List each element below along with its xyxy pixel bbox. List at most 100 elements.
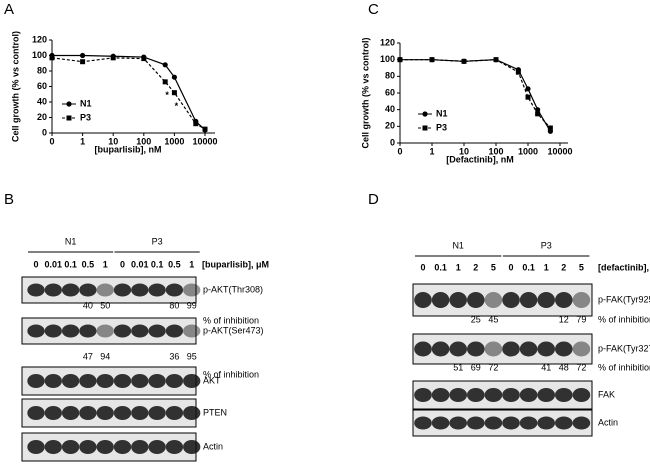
x-tick-label: 0 — [397, 146, 402, 156]
legend-label: P3 — [80, 112, 91, 122]
blot-band — [27, 406, 45, 420]
y-tick-label: 0 — [42, 127, 47, 137]
y-axis-label: Cell growth (% vs control) — [10, 31, 20, 142]
blot-band — [537, 416, 555, 430]
x-tick-label: 1000 — [164, 136, 184, 146]
blot-band — [431, 341, 450, 357]
y-tick-label: 100 — [32, 50, 47, 60]
blot-band — [449, 341, 468, 357]
row-label: PTEN — [203, 407, 227, 417]
inhibition-label: % of inhibition — [203, 369, 259, 379]
blot-band — [44, 324, 62, 338]
blot-band — [431, 388, 450, 402]
blot-band — [113, 324, 132, 338]
inhibition-value: 72 — [488, 362, 498, 372]
y-tick-label: 60 — [385, 87, 395, 97]
point — [193, 121, 199, 127]
point — [493, 57, 499, 63]
blot-band — [555, 388, 573, 402]
blot-band — [165, 406, 184, 420]
series-line — [52, 54, 206, 131]
blot-band — [183, 374, 201, 388]
y-tick-label: 100 — [380, 54, 395, 64]
y-tick-label: 60 — [37, 81, 47, 91]
blot-band — [131, 374, 149, 388]
point — [162, 62, 168, 68]
lane-label: 0 — [33, 259, 38, 269]
blot-band — [165, 283, 184, 297]
blot-band — [113, 374, 132, 388]
y-axis-label: Cell growth (% vs control) — [360, 37, 370, 148]
legend-label: N1 — [436, 108, 448, 118]
blot-band — [484, 388, 503, 402]
blot-band — [61, 374, 80, 388]
blot-band — [131, 324, 149, 338]
blot-band — [148, 283, 166, 297]
lane-label: 0 — [508, 262, 513, 272]
blot-band — [96, 283, 114, 297]
blot-band — [572, 388, 591, 402]
blot-band — [467, 416, 485, 430]
blot-band — [96, 324, 114, 338]
blot-band — [449, 292, 468, 308]
blot-band — [61, 324, 80, 338]
blot-band — [183, 283, 201, 297]
blot-band — [148, 324, 166, 338]
inhibition-value: 36 — [169, 351, 179, 361]
treatment-label: [buparlisib], μM — [202, 259, 269, 269]
x-axis-label: [buparlisib], nM — [95, 144, 162, 154]
blot-band — [96, 374, 114, 388]
lane-label: 0.1 — [64, 259, 77, 269]
blot-band — [61, 283, 80, 297]
row-label: FAK — [598, 389, 615, 399]
inhibition-value: 95 — [187, 351, 197, 361]
point — [397, 57, 403, 63]
y-tick-label: 20 — [37, 112, 47, 122]
blot-band — [519, 416, 538, 430]
group-label: N1 — [452, 240, 464, 250]
inhibition-value: 69 — [471, 362, 481, 372]
group-label: N1 — [65, 236, 77, 246]
blot-band — [113, 440, 132, 454]
lane-label: 0.5 — [82, 259, 95, 269]
group-label: P3 — [541, 240, 552, 250]
blot-band — [431, 292, 450, 308]
point — [49, 55, 55, 61]
group-label: P3 — [152, 236, 163, 246]
panel-letter: D — [368, 191, 379, 208]
inhibition-value: 40 — [83, 300, 93, 310]
inhibition-value: 25 — [471, 314, 481, 324]
blot-band — [183, 406, 201, 420]
treatment-label: [defactinib], μM — [598, 262, 650, 272]
point — [429, 57, 435, 63]
point — [535, 107, 541, 113]
blot-band — [96, 440, 114, 454]
blot-band — [572, 341, 591, 357]
lane-label: 1 — [103, 259, 108, 269]
blot-band — [61, 406, 80, 420]
annotation: * — [165, 90, 169, 100]
panel-letter: A — [4, 1, 14, 18]
lane-label: 0.1 — [434, 262, 447, 272]
lane-label: 2 — [561, 262, 566, 272]
axis-line — [51, 40, 215, 134]
point — [162, 79, 168, 85]
blot-band — [484, 341, 503, 357]
blot-band — [183, 324, 201, 338]
blot-band — [131, 283, 149, 297]
blot-band — [555, 341, 573, 357]
blot-band — [572, 416, 591, 430]
blot-band — [44, 440, 62, 454]
blot-band — [165, 374, 184, 388]
lane-label: 5 — [491, 262, 496, 272]
blot-band — [537, 388, 555, 402]
inhibition-label: % of inhibition — [598, 314, 650, 324]
x-tick-label: 0 — [49, 136, 54, 146]
legend-label: N1 — [80, 98, 92, 108]
row-label: p-FAK(Tyr327) — [598, 343, 650, 353]
blot-band — [79, 324, 97, 338]
x-tick-label: 1000 — [518, 146, 538, 156]
y-tick-label: 80 — [37, 65, 47, 75]
blot-band — [148, 406, 166, 420]
